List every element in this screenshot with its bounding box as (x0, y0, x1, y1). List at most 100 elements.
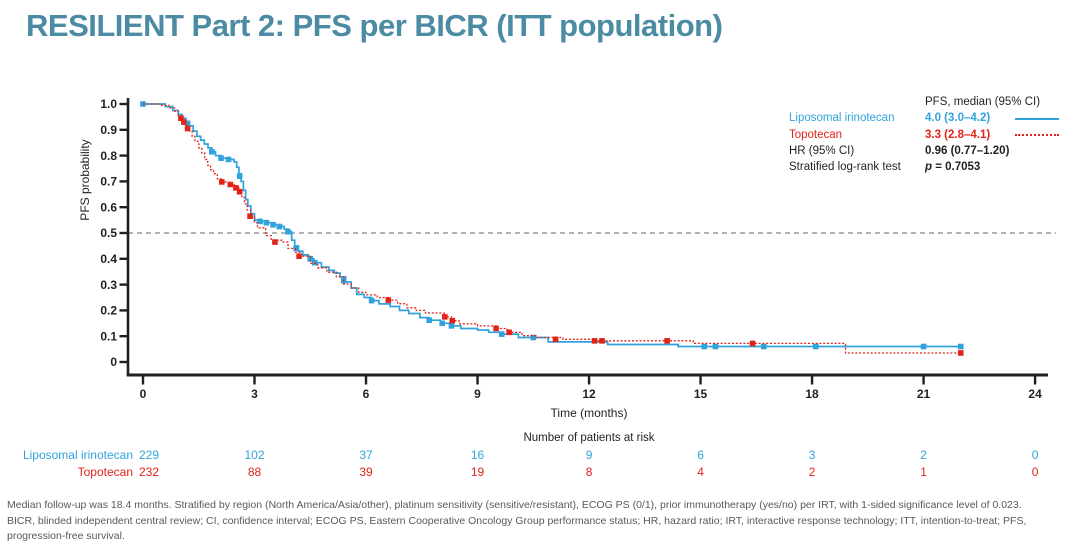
at-risk-heading: Number of patients at risk (523, 432, 655, 444)
censor-mark-liposomal-irinotecan (368, 297, 375, 304)
at-risk-row-label: Topotecan (78, 465, 133, 479)
at-risk-count: 1 (920, 465, 927, 479)
y-tick-label: 1.0 (100, 97, 117, 111)
censor-mark-liposomal-irinotecan (236, 173, 243, 180)
censor-mark-topotecan (272, 239, 278, 245)
y-tick-label: 0.6 (100, 200, 117, 214)
censor-mark-liposomal-irinotecan (263, 219, 270, 226)
censor-mark-liposomal-irinotecan (293, 245, 299, 252)
censor-mark-topotecan (296, 253, 302, 260)
censor-mark-topotecan (493, 325, 499, 332)
y-tick-label: 0.3 (100, 278, 117, 292)
y-tick-label: 0.2 (100, 304, 117, 318)
at-risk-count: 6 (697, 448, 704, 462)
censor-mark-topotecan (552, 336, 559, 343)
legend-label-liposomal: Liposomal irinotecan (789, 112, 895, 125)
censor-mark-topotecan (749, 340, 756, 347)
censor-mark-liposomal-irinotecan (448, 323, 455, 329)
censor-mark-topotecan (181, 119, 187, 125)
legend-row-liposomal: Liposomal irinotecan 4.0 (3.0–4.2) (789, 110, 1061, 126)
censor-mark-liposomal-irinotecan (957, 343, 964, 350)
legend: PFS, median (95% CI) Liposomal irinoteca… (789, 94, 1061, 175)
censor-mark-topotecan (591, 338, 598, 344)
legend-median-liposomal: 4.0 (3.0–4.2) (925, 112, 991, 125)
censor-mark-liposomal-irinotecan (208, 148, 215, 155)
censor-mark-topotecan (247, 213, 253, 220)
at-risk-count: 16 (471, 448, 485, 462)
at-risk-count: 229 (139, 448, 159, 462)
page-title: RESILIENT Part 2: PFS per BICR (ITT popu… (26, 8, 723, 43)
x-tick-label: 9 (474, 387, 481, 401)
km-curve-topotecan (143, 103, 961, 354)
x-tick-label: 6 (363, 387, 370, 401)
at-risk-count: 88 (248, 465, 262, 479)
censor-mark-liposomal-irinotecan (920, 343, 927, 350)
x-axis-title: Time (months) (550, 406, 628, 420)
censor-mark-liposomal-irinotecan (218, 155, 224, 161)
censor-mark-topotecan (227, 181, 234, 188)
censor-mark-liposomal-irinotecan (184, 120, 191, 127)
censor-mark-liposomal-irinotecan (285, 228, 291, 235)
legend-row-hr: HR (95% CI) 0.96 (0.77–1.20) (789, 143, 1061, 159)
y-tick-label: 0.1 (100, 329, 117, 343)
censor-mark-topotecan (442, 314, 448, 320)
x-tick-label: 24 (1028, 387, 1042, 401)
footnote-line-2: BICR, blinded independent central review… (7, 514, 1027, 543)
y-tick-label: 0 (110, 355, 117, 369)
censor-mark-liposomal-irinotecan (276, 223, 283, 230)
at-risk-count: 0 (1032, 448, 1039, 462)
legend-label-topotecan: Topotecan (789, 128, 843, 141)
legend-value-pvalue: p = 0.7053 (925, 161, 1011, 173)
censor-mark-topotecan (178, 115, 184, 121)
at-risk-count: 232 (139, 465, 159, 479)
at-risk-row-label: Liposomal irinotecan (23, 448, 133, 462)
at-risk-count: 2 (809, 465, 816, 479)
at-risk-count: 102 (244, 448, 264, 462)
censor-mark-liposomal-irinotecan (307, 256, 314, 262)
censor-mark-topotecan (449, 317, 456, 324)
censor-mark-liposomal-irinotecan (530, 334, 537, 341)
footnote-line-1: Median follow-up was 18.4 months. Strati… (7, 499, 1022, 511)
legend-line-sample-solid (1015, 117, 1059, 120)
km-curve-liposomal-irinotecan (143, 103, 961, 348)
censor-mark-liposomal-irinotecan (760, 343, 767, 350)
legend-header-row: PFS, median (95% CI) (789, 94, 1061, 110)
x-tick-label: 21 (917, 387, 931, 401)
legend-label-logrank: Stratified log-rank test (789, 161, 901, 174)
solid-line-icon (1015, 117, 1059, 120)
legend-line-sample-dotted (1015, 133, 1059, 137)
censor-mark-topotecan (184, 125, 191, 132)
censor-mark-topotecan (236, 188, 243, 195)
censor-mark-topotecan (664, 338, 670, 344)
p-value: = 0.7053 (935, 161, 981, 174)
legend-value-hr: 0.96 (0.77–1.20) (925, 145, 1010, 158)
at-risk-count: 3 (809, 448, 816, 462)
y-tick-label: 0.9 (100, 123, 117, 137)
censor-mark-liposomal-irinotecan (498, 331, 505, 337)
censor-mark-liposomal-irinotecan (712, 343, 719, 350)
censor-mark-topotecan (233, 185, 239, 191)
y-tick-label: 0.4 (100, 252, 117, 266)
at-risk-count: 2 (920, 448, 927, 462)
censor-mark-topotecan (506, 329, 512, 336)
legend-median-topotecan: 3.3 (2.8–4.1) (925, 128, 991, 141)
censor-mark-liposomal-irinotecan (225, 156, 232, 163)
at-risk-count: 4 (697, 465, 704, 479)
at-risk-count: 19 (471, 465, 485, 479)
y-tick-label: 0.5 (100, 226, 117, 240)
legend-header: PFS, median (95% CI) (925, 96, 1041, 109)
x-tick-label: 18 (805, 387, 819, 401)
p-symbol: p (925, 161, 933, 174)
footnote: Median follow-up was 18.4 months. Strati… (7, 498, 1073, 545)
censor-mark-topotecan (385, 297, 392, 303)
at-risk-count: 9 (586, 448, 593, 462)
at-risk-count: 8 (586, 465, 593, 479)
legend-label-hr: HR (95% CI) (789, 145, 855, 158)
at-risk-count: 39 (359, 465, 373, 479)
x-tick-label: 12 (582, 387, 596, 401)
censor-mark-liposomal-irinotecan (701, 343, 708, 350)
x-tick-label: 15 (694, 387, 708, 401)
censor-mark-liposomal-irinotecan (439, 320, 446, 327)
